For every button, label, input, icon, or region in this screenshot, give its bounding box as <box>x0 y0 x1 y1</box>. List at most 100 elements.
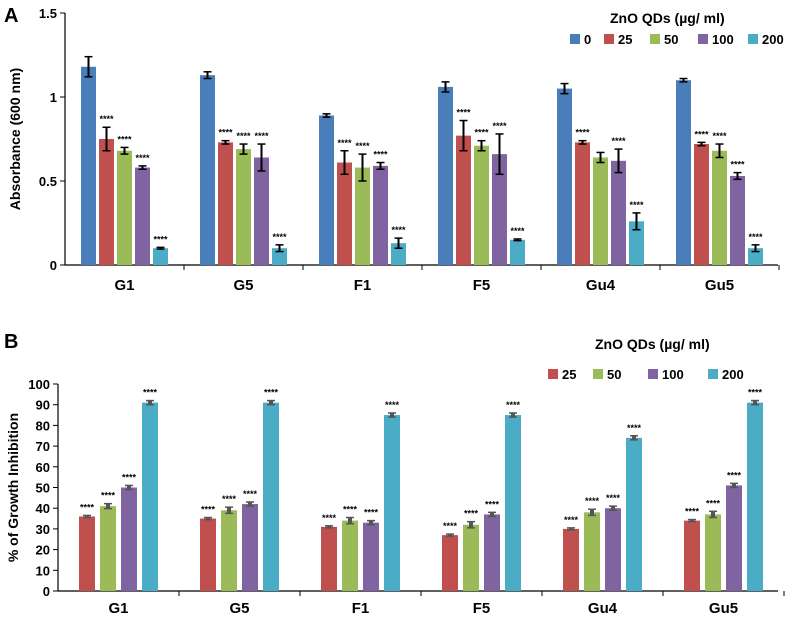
legend-label-A-200: 200 <box>762 32 784 47</box>
x-tick-label-B: G5 <box>229 600 249 617</box>
significance-label-B: **** <box>122 472 137 482</box>
bar-B-Gu4-25 <box>563 528 579 591</box>
legend-label-A-100: 100 <box>712 32 734 47</box>
legend-swatch-B-50 <box>593 369 603 379</box>
bar-B-Gu4-50 <box>584 512 600 591</box>
significance-label-B: **** <box>364 508 379 518</box>
legend-swatch-A-100 <box>698 34 708 44</box>
bar-A-Gu5-0 <box>676 80 691 265</box>
bar-A-G5-100 <box>254 157 269 265</box>
bar-A-G1-25 <box>99 139 114 265</box>
legend-swatch-B-25 <box>548 369 558 379</box>
y-tick-label-B: 20 <box>36 543 50 558</box>
bar-A-F5-200 <box>510 239 525 265</box>
significance-label-A: **** <box>337 138 352 148</box>
bar-A-G5-50 <box>236 149 251 265</box>
y-tick-label-B: 10 <box>36 563 50 578</box>
x-tick-label-B: G1 <box>108 600 128 617</box>
y-tick-label-A: 1.5 <box>39 6 57 21</box>
significance-label-A: **** <box>391 225 406 235</box>
significance-label-B: **** <box>222 494 237 504</box>
y-axis-title-B: % of Growth Inhibition <box>5 413 21 562</box>
y-tick-label-B: 70 <box>36 439 50 454</box>
y-tick-label-B: 30 <box>36 522 50 537</box>
y-axis-title-A: Absorbance (600 nm) <box>7 68 23 210</box>
significance-label-A: **** <box>748 232 763 242</box>
bar-A-Gu5-100 <box>730 175 745 265</box>
legend-label-A-50: 50 <box>664 32 678 47</box>
significance-label-B: **** <box>443 521 458 531</box>
significance-label-B: **** <box>343 505 358 515</box>
significance-label-B: **** <box>506 400 521 410</box>
significance-label-B: **** <box>464 509 479 519</box>
bar-B-F1-200 <box>384 415 400 591</box>
bar-A-G5-0 <box>200 75 215 265</box>
bar-A-G5-25 <box>218 142 233 265</box>
bar-A-F1-50 <box>355 167 370 265</box>
bar-A-G1-0 <box>81 66 96 265</box>
legend-title-A: ZnO QDs (µg/ ml) <box>610 10 725 26</box>
y-tick-label-B: 100 <box>28 377 50 392</box>
significance-label-B: **** <box>322 513 337 523</box>
bar-A-F5-50 <box>474 145 489 265</box>
bar-A-F5-100 <box>492 154 507 265</box>
bar-B-G5-25 <box>200 518 216 591</box>
bar-A-G1-200 <box>153 248 168 265</box>
significance-label-B: **** <box>385 400 400 410</box>
bar-B-F5-200 <box>505 415 521 591</box>
legend-swatch-A-50 <box>650 34 660 44</box>
significance-label-B: **** <box>727 470 742 480</box>
bar-A-F5-0 <box>438 86 453 265</box>
significance-label-A: **** <box>492 121 507 131</box>
significance-label-A: **** <box>730 160 745 170</box>
bar-B-F5-25 <box>442 535 458 591</box>
significance-label-A: **** <box>510 226 525 236</box>
significance-label-A: **** <box>712 131 727 141</box>
significance-label-B: **** <box>264 388 279 398</box>
legend-title-B: ZnO QDs (µg/ ml) <box>595 336 710 352</box>
bar-B-G1-25 <box>79 516 95 591</box>
bar-B-F1-25 <box>321 526 337 591</box>
significance-label-B: **** <box>685 507 700 517</box>
significance-label-A: **** <box>355 141 370 151</box>
legend-swatch-A-200 <box>748 34 758 44</box>
x-tick-label-A: G5 <box>233 277 253 294</box>
legend-swatch-B-100 <box>648 369 658 379</box>
x-tick-label-A: Gu4 <box>586 277 616 294</box>
bar-A-Gu4-25 <box>575 142 590 265</box>
significance-label-A: **** <box>153 234 168 244</box>
bar-B-F5-100 <box>484 514 500 591</box>
significance-label-B: **** <box>80 502 95 512</box>
x-tick-label-A: F1 <box>354 277 372 294</box>
y-tick-label-B: 90 <box>36 398 50 413</box>
significance-label-B: **** <box>564 515 579 525</box>
x-tick-label-B: Gu4 <box>588 600 618 617</box>
significance-label-A: **** <box>373 150 388 160</box>
legend-label-B-200: 200 <box>722 367 744 382</box>
bar-B-G5-100 <box>242 504 258 591</box>
bar-A-F1-0 <box>319 115 334 265</box>
y-tick-label-B: 60 <box>36 460 50 475</box>
significance-label-B: **** <box>706 498 721 508</box>
legend-label-A-25: 25 <box>618 32 632 47</box>
significance-label-B: **** <box>585 496 600 506</box>
legend-label-B-100: 100 <box>662 367 684 382</box>
bar-B-F1-100 <box>363 522 379 591</box>
x-tick-label-B: F1 <box>352 600 370 617</box>
legend-swatch-A-0 <box>570 34 580 44</box>
panel-letter-A: A <box>4 5 18 27</box>
bar-A-F1-100 <box>373 165 388 265</box>
x-tick-label-A: Gu5 <box>705 277 734 294</box>
significance-label-A: **** <box>117 134 132 144</box>
legend-label-A-0: 0 <box>584 32 591 47</box>
bar-B-Gu5-25 <box>684 520 700 591</box>
significance-label-A: **** <box>474 128 489 138</box>
significance-label-A: **** <box>611 136 626 146</box>
bar-A-Gu4-100 <box>611 160 626 265</box>
bar-A-Gu4-200 <box>629 221 644 265</box>
legend-label-B-50: 50 <box>607 367 621 382</box>
bar-A-G1-100 <box>135 167 150 265</box>
significance-label-B: **** <box>243 489 258 499</box>
